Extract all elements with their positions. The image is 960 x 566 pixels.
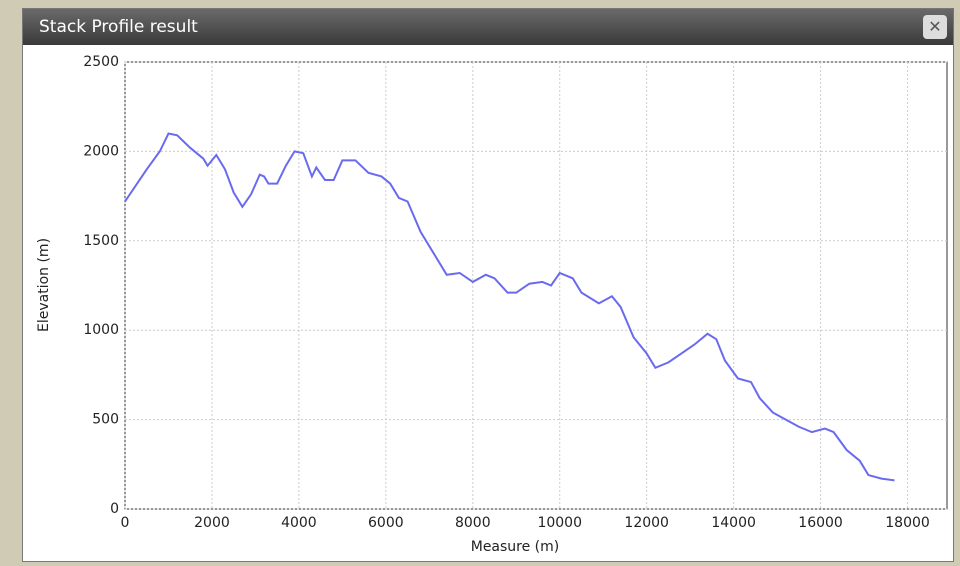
- x-tick-label: 0: [121, 515, 130, 531]
- x-axis-label: Measure (m): [471, 539, 560, 555]
- x-tick-label: 16000: [798, 515, 843, 531]
- x-tick-label: 6000: [368, 515, 404, 531]
- y-tick-label: 2500: [83, 54, 119, 70]
- x-tick-label: 8000: [455, 515, 491, 531]
- y-tick-label: 0: [110, 501, 119, 517]
- page: Stack Profile result ✕ Measure (m) Eleva…: [0, 0, 960, 566]
- x-tick-label: 14000: [711, 515, 756, 531]
- x-tick-label: 2000: [194, 515, 230, 531]
- y-axis-label: Elevation (m): [36, 238, 52, 332]
- y-tick-label: 1000: [83, 322, 119, 338]
- y-tick-label: 1500: [83, 233, 119, 249]
- x-tick-label: 12000: [624, 515, 669, 531]
- x-tick-label: 4000: [281, 515, 317, 531]
- chart: Measure (m) Elevation (m) 0 2000 4000 6000 8…: [0, 0, 960, 566]
- y-tick-label: 500: [92, 412, 119, 428]
- y-tick-label: 2000: [83, 143, 119, 159]
- plot-area: [125, 62, 947, 509]
- x-tick-label: 18000: [885, 515, 930, 531]
- x-tick-label: 10000: [537, 515, 582, 531]
